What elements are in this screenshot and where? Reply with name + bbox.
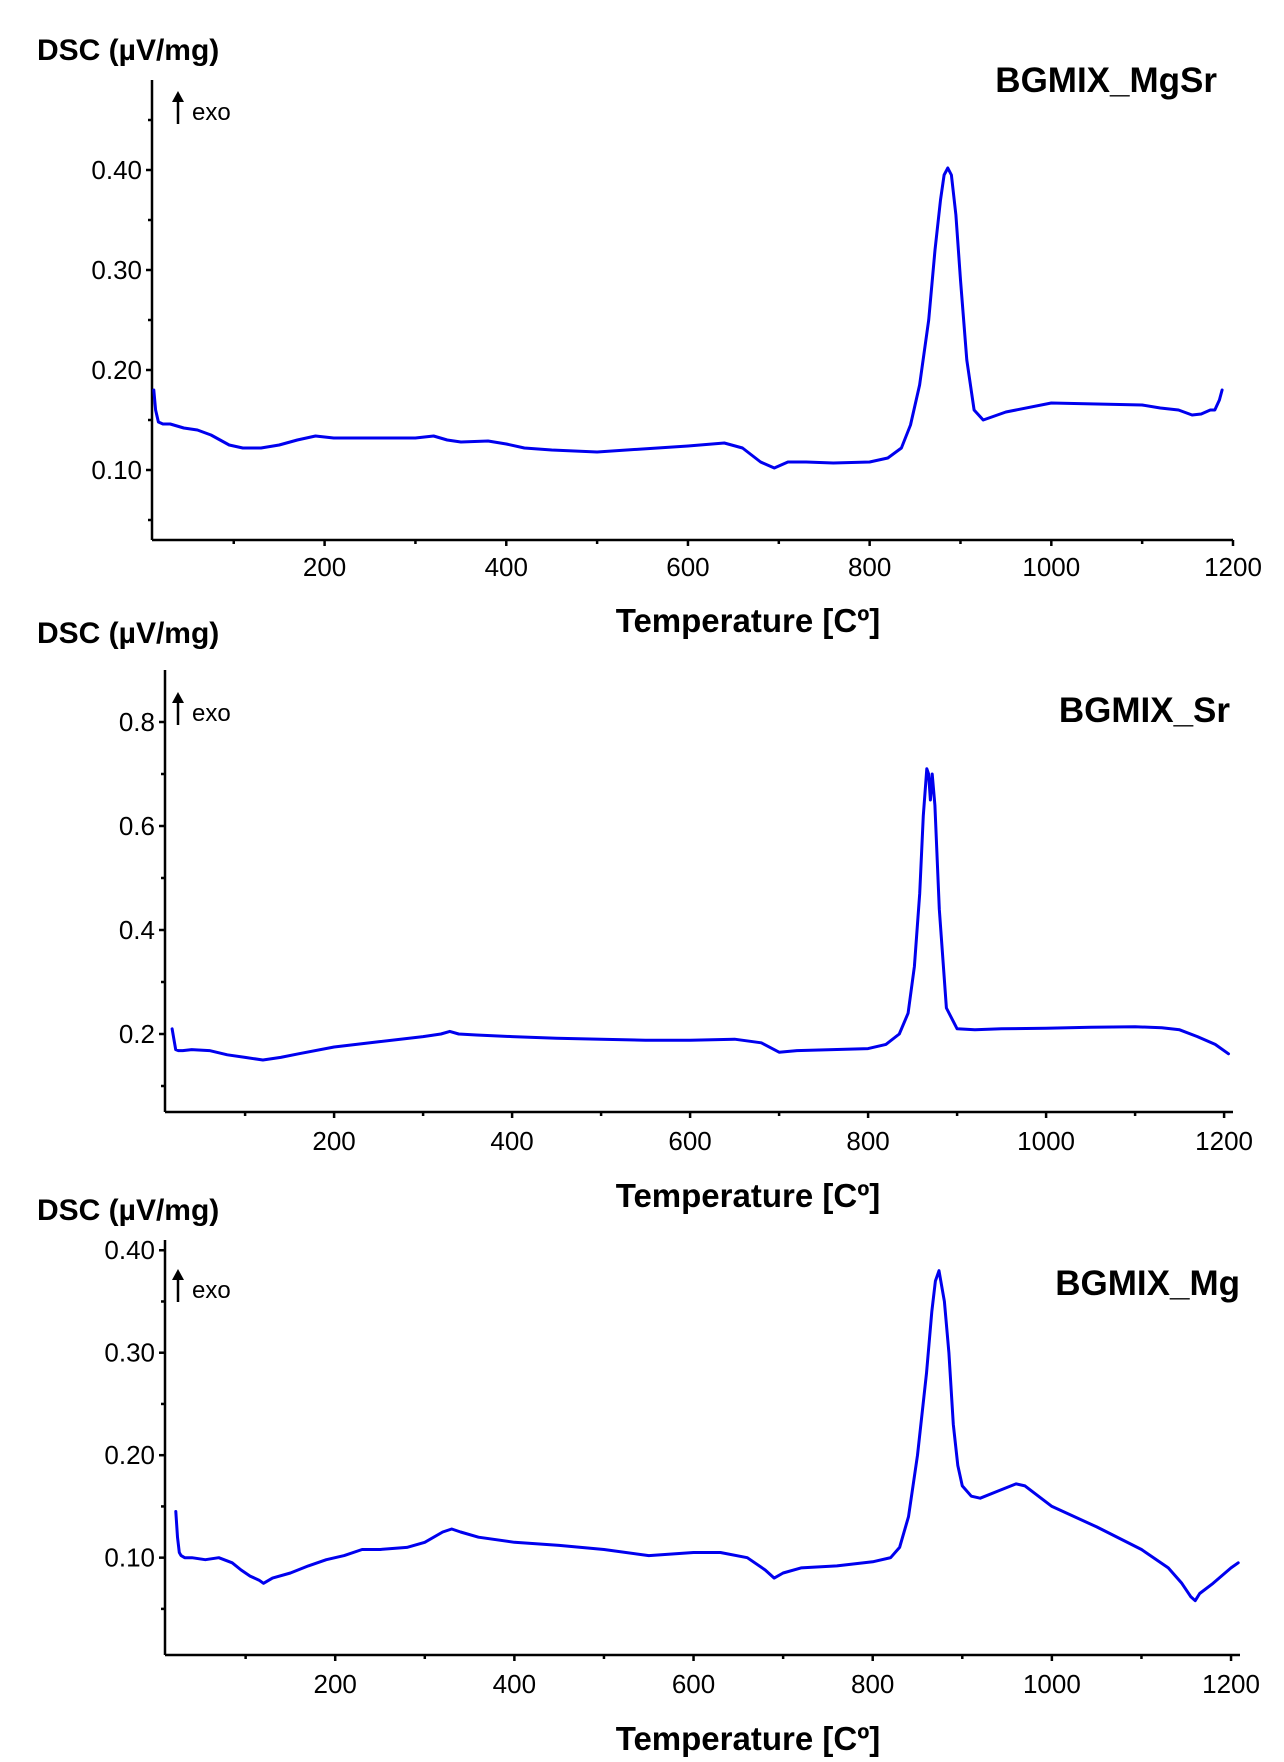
y-tick-label: 0.6 (119, 811, 155, 841)
x-tick-label: 1200 (1204, 552, 1262, 582)
x-axis-label: Temperature [Cº] (616, 1177, 880, 1214)
y-tick-label: 0.4 (119, 915, 155, 945)
x-axis-label: Temperature [Cº] (616, 1720, 880, 1757)
y-axis-label: DSC (µV/mg) (37, 617, 219, 650)
y-tick-label: 0.40 (91, 155, 142, 185)
x-tick-label: 800 (846, 1126, 889, 1156)
x-tick-label: 1000 (1017, 1126, 1075, 1156)
chart-1: 0.10 0.20 0.30 0.40 200 400 600 800 1000 1200 DSC … (37, 34, 1262, 639)
x-tick-label: 1200 (1195, 1126, 1253, 1156)
exo-arrowhead-icon (172, 91, 184, 102)
x-axis-label: Temperature [Cº] (616, 602, 880, 639)
series-line (170, 767, 1230, 1062)
y-axis-label: DSC (µV/mg) (37, 1194, 219, 1227)
series-line (174, 1269, 1240, 1603)
exo-label: exo (192, 99, 231, 126)
y-tick-label: 0.10 (104, 1543, 155, 1573)
x-tick-label: 600 (672, 1669, 715, 1699)
y-tick-label: 0.30 (91, 255, 142, 285)
x-tick-label: 600 (666, 552, 709, 582)
exo-label: exo (192, 1277, 231, 1304)
chart-title: BGMIX_Mg (1055, 1264, 1240, 1303)
y-tick-label: 0.30 (104, 1338, 155, 1368)
y-tick-label: 0.10 (91, 455, 142, 485)
x-tick-label: 800 (848, 552, 891, 582)
chart-title: BGMIX_Sr (1059, 691, 1231, 730)
x-tick-label: 1000 (1023, 1669, 1081, 1699)
chart-title: BGMIX_MgSr (995, 61, 1217, 100)
exo-arrowhead-icon (172, 692, 184, 703)
x-tick-label: 1200 (1202, 1669, 1260, 1699)
x-tick-label: 800 (851, 1669, 894, 1699)
exo-label: exo (192, 700, 231, 727)
y-tick-label: 0.8 (119, 707, 155, 737)
exo-arrowhead-icon (172, 1269, 184, 1280)
y-axis-label: DSC (µV/mg) (37, 34, 219, 67)
x-tick-label: 600 (668, 1126, 711, 1156)
y-tick-label: 0.2 (119, 1019, 155, 1049)
x-tick-label: 400 (493, 1669, 536, 1699)
x-tick-label: 400 (485, 552, 528, 582)
x-tick-label: 1000 (1022, 552, 1080, 582)
x-tick-label: 200 (314, 1669, 357, 1699)
y-tick-label: 0.20 (91, 355, 142, 385)
series-line (152, 166, 1224, 470)
y-tick-label: 0.40 (104, 1235, 155, 1265)
y-tick-label: 0.20 (104, 1440, 155, 1470)
x-tick-label: 200 (303, 552, 346, 582)
x-tick-label: 200 (312, 1126, 355, 1156)
chart-2: 0.2 0.4 0.6 0.8 200 400 600 800 1000 1200 DSC (µV/… (37, 617, 1253, 1214)
chart-3: 0.10 0.20 0.30 0.40 200 400 600 800 1000 1200 DSC … (37, 1194, 1260, 1757)
x-tick-label: 400 (490, 1126, 533, 1156)
